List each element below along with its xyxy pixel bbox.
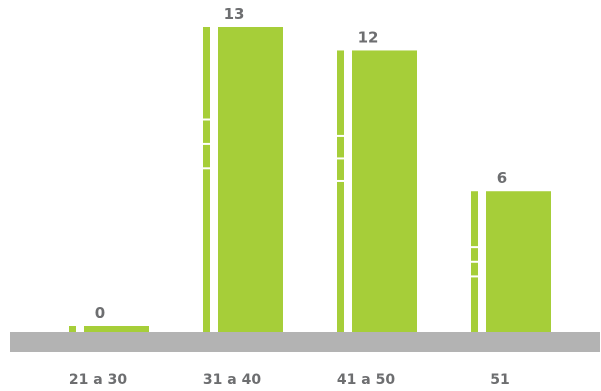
bar-strip-notch bbox=[337, 134, 344, 137]
bar-strip-notch bbox=[471, 275, 478, 278]
bar-value-label: 13 bbox=[224, 5, 245, 23]
bar-strip-notch bbox=[203, 167, 210, 170]
bar-strip-notch bbox=[471, 260, 478, 263]
bars-group bbox=[69, 27, 551, 332]
bar-strip-notch bbox=[471, 246, 478, 249]
bar-value-label: 0 bbox=[95, 304, 105, 322]
bar-accent-strip bbox=[337, 50, 344, 332]
labels-group: 0 21 a 30 13 31 a 40 12 41 a 50 6 51 bbox=[69, 5, 510, 388]
bar-value-label: 12 bbox=[358, 28, 379, 46]
bar-strip-notch bbox=[337, 157, 344, 160]
bar bbox=[218, 27, 283, 332]
category-tick-label: 41 a 50 bbox=[337, 372, 395, 388]
chart-baseline bbox=[10, 332, 600, 352]
category-tick-label: 51 bbox=[490, 372, 509, 388]
bar-accent-strip bbox=[69, 326, 76, 332]
bar-strip-notch bbox=[337, 179, 344, 182]
bar-strip-notch bbox=[203, 142, 210, 145]
category-tick-label: 21 a 30 bbox=[69, 372, 127, 388]
bar bbox=[352, 50, 417, 332]
bar bbox=[486, 191, 551, 332]
category-tick-label: 31 a 40 bbox=[203, 372, 261, 388]
bar-strip-notch bbox=[203, 118, 210, 121]
bar-value-label: 6 bbox=[497, 169, 507, 187]
bar bbox=[84, 326, 149, 332]
bar-accent-strip bbox=[203, 27, 210, 332]
